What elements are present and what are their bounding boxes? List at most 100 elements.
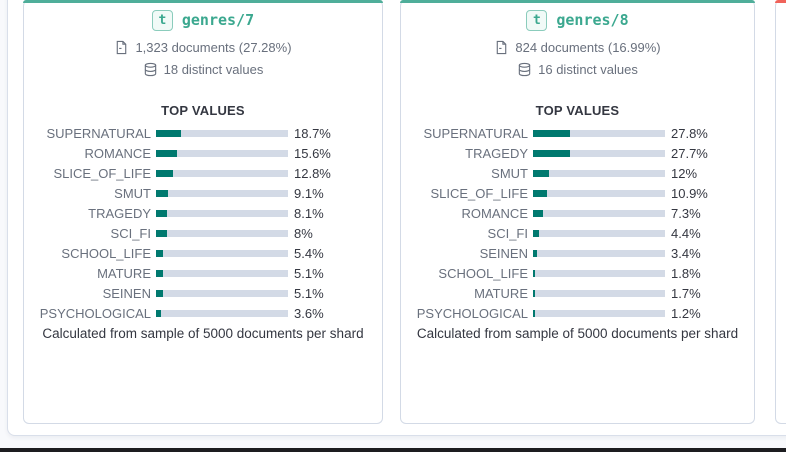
field-name: genres/7	[181, 11, 255, 29]
field-card-genres-8[interactable]: t genres/8 824 documents (16.99%) 16 dis…	[400, 0, 755, 424]
top-value-bar	[156, 289, 288, 297]
top-value-bar	[156, 149, 288, 157]
top-value-percent: 3.4%	[671, 245, 701, 261]
top-value-row: TRAGEDY 8.1%	[24, 203, 382, 223]
top-value-bar	[533, 309, 665, 317]
top-value-label: SEINEN	[102, 285, 151, 301]
top-value-row: SCHOOL_LIFE 5.4%	[24, 243, 382, 263]
top-value-bar	[533, 289, 665, 297]
document-icon	[497, 40, 507, 54]
field-card-partial[interactable]	[775, 0, 786, 424]
database-icon	[518, 62, 531, 76]
top-value-percent: 5.1%	[294, 285, 324, 301]
top-value-label: MATURE	[97, 265, 151, 281]
top-value-percent: 12.8%	[294, 165, 331, 181]
top-value-bar	[533, 249, 665, 257]
top-value-percent: 3.6%	[294, 305, 324, 321]
top-value-row: SUPERNATURAL 27.8%	[401, 123, 754, 143]
top-value-label: SUPERNATURAL	[46, 125, 151, 141]
top-value-label: SUPERNATURAL	[423, 125, 528, 141]
top-value-percent: 27.7%	[671, 145, 708, 161]
top-value-row: SCI_FI 8%	[24, 223, 382, 243]
top-value-bar	[533, 149, 665, 157]
top-value-row: SCI_FI 4.4%	[401, 223, 754, 243]
top-value-label: SLICE_OF_LIFE	[53, 165, 151, 181]
distinct-values-line: 16 distinct values	[401, 61, 754, 77]
top-value-percent: 9.1%	[294, 185, 324, 201]
field-card-genres-7[interactable]: t genres/7 1,323 documents (27.28%) 18 d…	[23, 0, 383, 424]
card-header: t genres/7	[24, 9, 382, 31]
top-value-percent: 27.8%	[671, 125, 708, 141]
distinct-values-count: 16 distinct values	[538, 61, 638, 77]
top-value-row: SCHOOL_LIFE 1.8%	[401, 263, 754, 283]
top-value-percent: 8.1%	[294, 205, 324, 221]
top-value-percent: 7.3%	[671, 205, 701, 221]
top-value-label: PSYCHOLOGICAL	[416, 305, 528, 321]
top-value-bar	[156, 209, 288, 217]
top-value-row: SLICE_OF_LIFE 10.9%	[401, 183, 754, 203]
top-value-bar	[156, 229, 288, 237]
top-value-label: SCI_FI	[110, 225, 151, 241]
bottom-bar	[0, 448, 786, 452]
card-accent-bar	[23, 0, 383, 3]
top-value-label: SCHOOL_LIFE	[438, 265, 528, 281]
top-value-row: SUPERNATURAL 18.7%	[24, 123, 382, 143]
top-values-title: TOP VALUES	[161, 103, 245, 118]
top-value-row: SMUT 9.1%	[24, 183, 382, 203]
top-values-list: SUPERNATURAL 27.8% TRAGEDY 27.7% SMUT 12% S…	[401, 123, 754, 323]
top-value-percent: 5.1%	[294, 265, 324, 281]
top-value-percent: 18.7%	[294, 125, 331, 141]
top-value-bar	[533, 269, 665, 277]
top-value-label: SCHOOL_LIFE	[61, 245, 151, 261]
top-value-percent: 4.4%	[671, 225, 701, 241]
top-value-percent: 1.7%	[671, 285, 701, 301]
document-icon	[117, 40, 127, 54]
top-value-bar	[156, 189, 288, 197]
card-accent-bar	[400, 0, 755, 3]
top-value-bar	[156, 249, 288, 257]
top-value-bar	[533, 189, 665, 197]
top-value-label: MATURE	[474, 285, 528, 301]
top-value-percent: 15.6%	[294, 145, 331, 161]
top-value-percent: 1.2%	[671, 305, 701, 321]
text-field-type-badge[interactable]: t	[151, 9, 173, 31]
top-value-bar	[156, 309, 288, 317]
top-values-list: SUPERNATURAL 18.7% ROMANCE 15.6% SLICE_OF_…	[24, 123, 382, 323]
top-value-label: TRAGEDY	[465, 145, 528, 161]
top-value-percent: 1.8%	[671, 265, 701, 281]
top-value-row: PSYCHOLOGICAL 3.6%	[24, 303, 382, 323]
top-value-row: SLICE_OF_LIFE 12.8%	[24, 163, 382, 183]
top-value-row: SEINEN 3.4%	[401, 243, 754, 263]
top-value-label: ROMANCE	[461, 205, 528, 221]
top-value-label: TRAGEDY	[88, 205, 151, 221]
top-value-row: TRAGEDY 27.7%	[401, 143, 754, 163]
document-count-line: 1,323 documents (27.28%)	[24, 39, 382, 55]
top-value-bar	[533, 209, 665, 217]
top-value-label: PSYCHOLOGICAL	[39, 305, 151, 321]
document-count-line: 824 documents (16.99%)	[401, 39, 754, 55]
top-value-percent: 12%	[671, 165, 698, 181]
top-values-title: TOP VALUES	[535, 103, 620, 118]
top-value-bar	[533, 169, 665, 177]
top-value-label: ROMANCE	[84, 145, 151, 161]
top-value-bar	[533, 129, 665, 137]
card-accent-bar	[775, 0, 786, 3]
text-field-type-badge[interactable]: t	[526, 9, 548, 31]
top-value-percent: 5.4%	[294, 245, 324, 261]
top-value-bar	[156, 169, 288, 177]
top-value-row: SMUT 12%	[401, 163, 754, 183]
top-value-label: SCI_FI	[487, 225, 528, 241]
top-value-percent: 8%	[294, 225, 313, 241]
sample-note: Calculated from sample of 5000 documents…	[416, 326, 739, 341]
database-icon	[144, 62, 156, 76]
top-value-bar	[156, 129, 288, 137]
top-value-row: SEINEN 5.1%	[24, 283, 382, 303]
document-count: 824 documents (16.99%)	[515, 39, 661, 55]
top-value-row: MATURE 5.1%	[24, 263, 382, 283]
sample-note: Calculated from sample of 5000 documents…	[42, 326, 364, 341]
top-value-label: SLICE_OF_LIFE	[430, 185, 528, 201]
document-count: 1,323 documents (27.28%)	[135, 39, 292, 55]
top-value-bar	[156, 269, 288, 277]
top-value-bar	[533, 229, 665, 237]
top-value-row: MATURE 1.7%	[401, 283, 754, 303]
